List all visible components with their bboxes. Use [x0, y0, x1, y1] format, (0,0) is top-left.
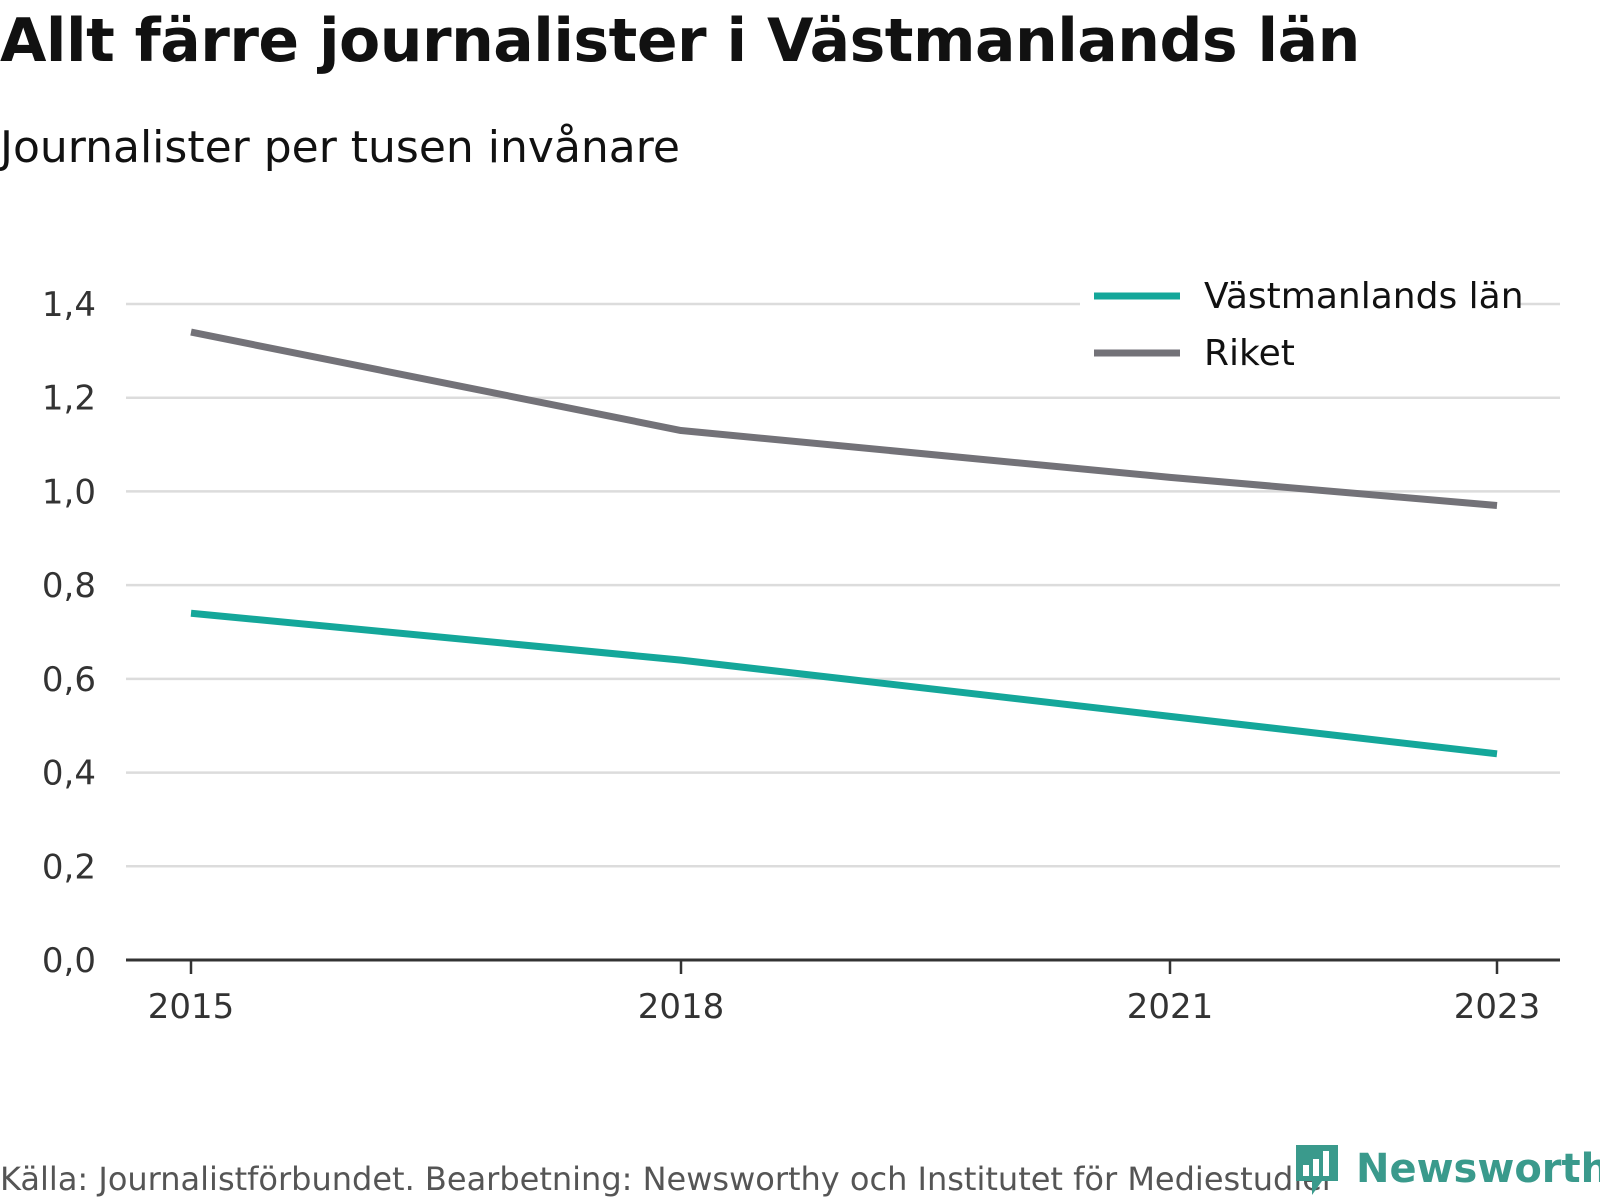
brand-name: Newsworthy [1356, 1146, 1600, 1192]
y-tick-label: 0,2 [42, 847, 96, 887]
legend-background [1080, 262, 1520, 386]
x-axis: 2015 2018 2021 2023 [126, 958, 1560, 1027]
line-chart: 0,0 0,2 0,4 0,6 0,8 1,0 1,2 1,4 2015 2018 2021 202… [41, 262, 1560, 1027]
series-lines [190, 328, 1498, 758]
chart-subtitle: Journalister per tusen invånare [0, 122, 680, 173]
gridlines [126, 302, 1560, 868]
legend-label: Västmanlands län [1204, 276, 1524, 317]
brand-logo: Newsworthy [1292, 1140, 1600, 1198]
x-tick-label: 2015 [148, 987, 235, 1027]
y-tick-label: 1,4 [42, 285, 96, 325]
x-tick-label: 2021 [1127, 987, 1214, 1027]
y-tick-label: 1,2 [42, 379, 96, 419]
x-tick-label: 2018 [638, 987, 725, 1027]
y-axis-ticks: 0,0 0,2 0,4 0,6 0,8 1,0 1,2 1,4 [42, 285, 96, 981]
x-tick-label: 2023 [1454, 987, 1541, 1027]
y-tick-label: 0,8 [42, 566, 96, 606]
series-line-vastmanland [190, 609, 1498, 758]
source-note: Källa: Journalistförbundet. Bearbetning:… [0, 1160, 1336, 1198]
y-tick-label: 0,4 [42, 754, 96, 794]
y-tick-label: 1,0 [42, 472, 96, 512]
y-tick-label: 0,6 [42, 660, 96, 700]
legend-label: Riket [1204, 333, 1295, 374]
newsworthy-logo-icon [1296, 1145, 1338, 1195]
legend: Västmanlands län Riket [1080, 262, 1524, 386]
chart-title: Allt färre journalister i Västmanlands l… [0, 6, 1360, 76]
y-tick-label: 0,0 [42, 941, 96, 981]
series-line-riket [190, 328, 1498, 509]
